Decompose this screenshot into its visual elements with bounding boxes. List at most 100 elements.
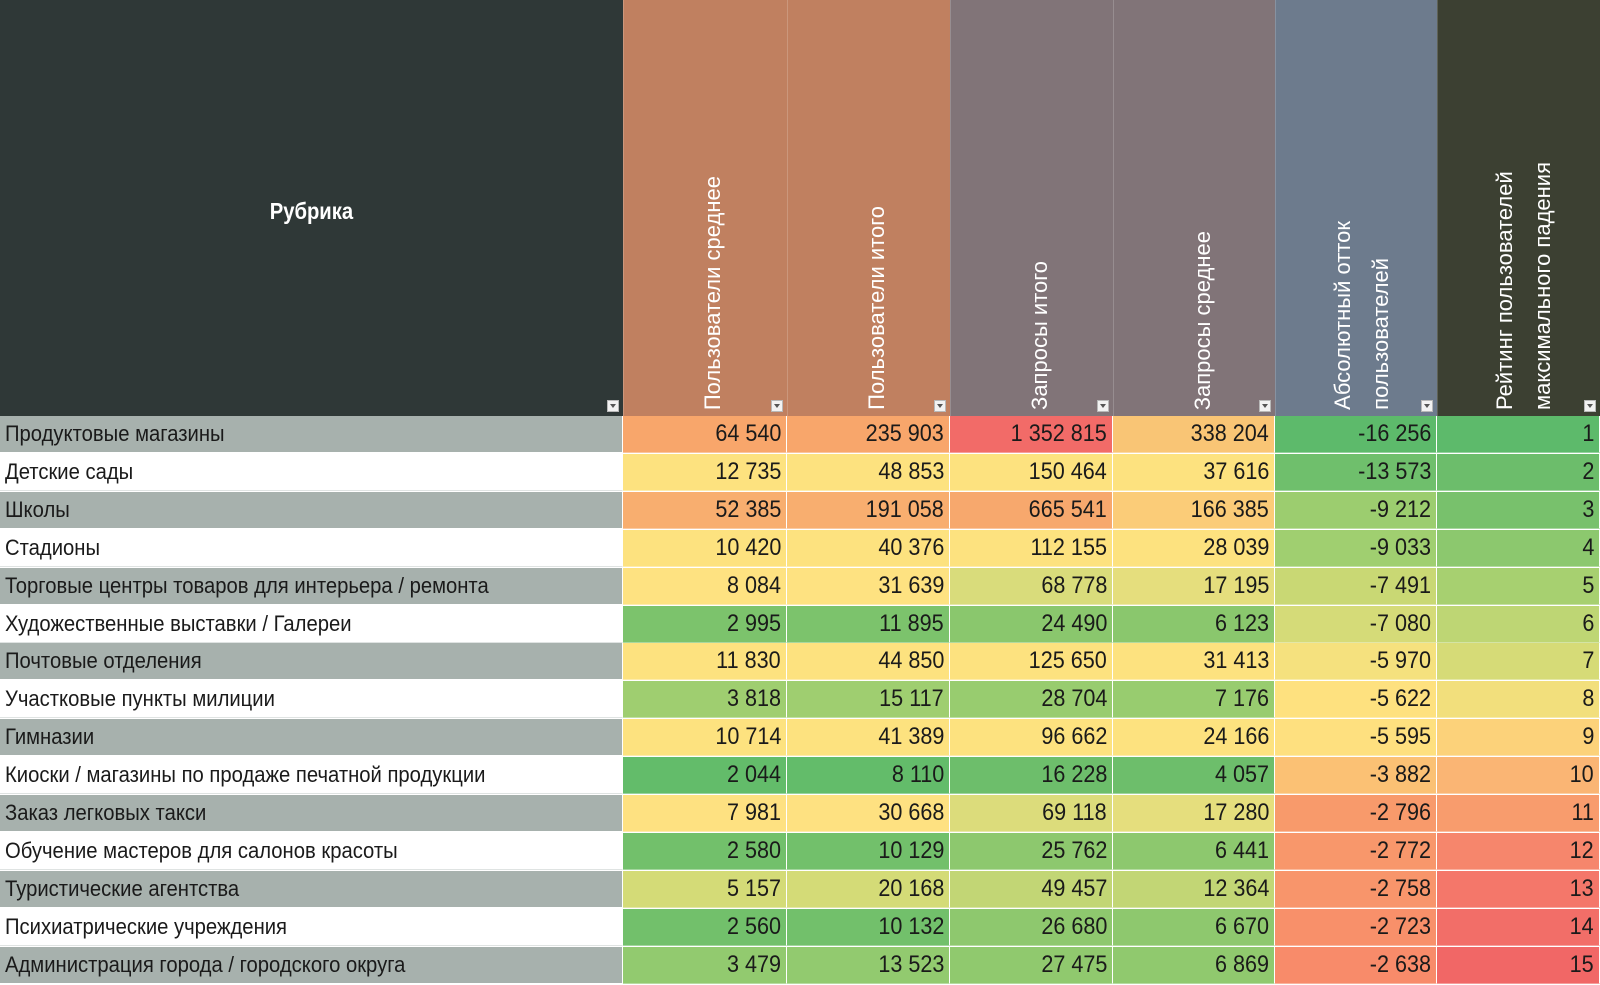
value-cell[interactable]: 68 778 [950, 567, 1113, 605]
value-cell[interactable]: 11 830 [623, 643, 787, 681]
value-cell[interactable]: -7 491 [1275, 567, 1437, 605]
value-cell[interactable]: 2 995 [623, 605, 787, 643]
value-cell[interactable]: -2 796 [1275, 795, 1437, 832]
filter-dropdown-icon[interactable] [1421, 400, 1433, 412]
value-cell[interactable]: -2 638 [1275, 946, 1437, 984]
value-cell[interactable]: 10 129 [787, 832, 950, 870]
filter-dropdown-icon[interactable] [607, 400, 619, 412]
rubrika-cell[interactable]: Стадионы [0, 529, 623, 567]
value-cell[interactable]: 13 [1437, 870, 1600, 908]
filter-dropdown-icon[interactable] [1584, 400, 1596, 412]
value-cell[interactable]: 3 [1437, 491, 1600, 529]
value-cell[interactable]: 24 490 [950, 605, 1113, 643]
value-cell[interactable]: 52 385 [623, 491, 787, 529]
value-cell[interactable]: 25 762 [950, 832, 1113, 870]
value-cell[interactable]: -7 080 [1275, 605, 1437, 643]
value-cell[interactable]: 15 [1437, 946, 1600, 984]
value-cell[interactable]: -9 033 [1275, 529, 1437, 567]
value-cell[interactable]: 69 118 [950, 795, 1113, 832]
value-cell[interactable]: 125 650 [950, 643, 1113, 681]
value-cell[interactable]: 17 195 [1113, 567, 1275, 605]
rubrika-cell[interactable]: Школы [0, 491, 623, 529]
value-cell[interactable]: 13 523 [787, 946, 950, 984]
value-cell[interactable]: 41 389 [787, 719, 950, 757]
value-cell[interactable]: 6 123 [1113, 605, 1275, 643]
rubrika-cell[interactable]: Администрация города / городского округа [0, 946, 623, 984]
value-cell[interactable]: -9 212 [1275, 491, 1437, 529]
value-cell[interactable]: 17 280 [1113, 795, 1275, 832]
value-cell[interactable]: 7 981 [623, 795, 787, 832]
value-cell[interactable]: -5 595 [1275, 719, 1437, 757]
value-cell[interactable]: 11 895 [787, 605, 950, 643]
value-cell[interactable]: 9 [1437, 719, 1600, 757]
value-cell[interactable]: 5 [1437, 567, 1600, 605]
value-cell[interactable]: 4 057 [1113, 757, 1275, 795]
value-cell[interactable]: 191 058 [787, 491, 950, 529]
value-cell[interactable]: 11 [1437, 795, 1600, 832]
value-cell[interactable]: 235 903 [787, 416, 950, 453]
filter-dropdown-icon[interactable] [934, 400, 946, 412]
value-cell[interactable]: 8 110 [787, 757, 950, 795]
value-cell[interactable]: 44 850 [787, 643, 950, 681]
value-cell[interactable]: 14 [1437, 908, 1600, 946]
value-cell[interactable]: 24 166 [1113, 719, 1275, 757]
value-cell[interactable]: 10 132 [787, 908, 950, 946]
value-cell[interactable]: 665 541 [950, 491, 1113, 529]
rubrika-cell[interactable]: Художественные выставки / Галереи [0, 605, 623, 643]
rubrika-cell[interactable]: Почтовые отделения [0, 643, 623, 681]
value-cell[interactable]: 8 084 [623, 567, 787, 605]
value-cell[interactable]: -2 758 [1275, 870, 1437, 908]
filter-dropdown-icon[interactable] [1259, 400, 1271, 412]
value-cell[interactable]: -5 970 [1275, 643, 1437, 681]
value-cell[interactable]: 16 228 [950, 757, 1113, 795]
value-cell[interactable]: -5 622 [1275, 681, 1437, 719]
value-cell[interactable]: 8 [1437, 681, 1600, 719]
value-cell[interactable]: 5 157 [623, 870, 787, 908]
value-cell[interactable]: 10 [1437, 757, 1600, 795]
value-cell[interactable]: 150 464 [950, 453, 1113, 491]
rubrika-cell[interactable]: Детские сады [0, 453, 623, 491]
value-cell[interactable]: 2 580 [623, 832, 787, 870]
value-cell[interactable]: 37 616 [1113, 453, 1275, 491]
value-cell[interactable]: 31 413 [1113, 643, 1275, 681]
value-cell[interactable]: 2 560 [623, 908, 787, 946]
value-cell[interactable]: 1 [1437, 416, 1600, 453]
rubrika-cell[interactable]: Туристические агентства [0, 870, 623, 908]
value-cell[interactable]: 12 735 [623, 453, 787, 491]
rubrika-cell[interactable]: Психиатрические учреждения [0, 908, 623, 946]
rubrika-cell[interactable]: Киоски / магазины по продаже печатной пр… [0, 757, 623, 795]
value-cell[interactable]: 7 176 [1113, 681, 1275, 719]
value-cell[interactable]: 3 818 [623, 681, 787, 719]
value-cell[interactable]: 27 475 [950, 946, 1113, 984]
value-cell[interactable]: 166 385 [1113, 491, 1275, 529]
value-cell[interactable]: -2 723 [1275, 908, 1437, 946]
value-cell[interactable]: 2 044 [623, 757, 787, 795]
value-cell[interactable]: 6 441 [1113, 832, 1275, 870]
rubrika-cell[interactable]: Торговые центры товаров для интерьера / … [0, 567, 623, 605]
value-cell[interactable]: 30 668 [787, 795, 950, 832]
value-cell[interactable]: 1 352 815 [950, 416, 1113, 453]
filter-dropdown-icon[interactable] [1097, 400, 1109, 412]
value-cell[interactable]: 96 662 [950, 719, 1113, 757]
value-cell[interactable]: 28 039 [1113, 529, 1275, 567]
value-cell[interactable]: 4 [1437, 529, 1600, 567]
value-cell[interactable]: 338 204 [1113, 416, 1275, 453]
value-cell[interactable]: -3 882 [1275, 757, 1437, 795]
value-cell[interactable]: 64 540 [623, 416, 787, 453]
value-cell[interactable]: 12 364 [1113, 870, 1275, 908]
rubrika-cell[interactable]: Заказ легковых такси [0, 795, 623, 832]
rubrika-cell[interactable]: Обучение мастеров для салонов красоты [0, 832, 623, 870]
rubrika-cell[interactable]: Участковые пункты милиции [0, 681, 623, 719]
value-cell[interactable]: 10 714 [623, 719, 787, 757]
value-cell[interactable]: 2 [1437, 453, 1600, 491]
value-cell[interactable]: 10 420 [623, 529, 787, 567]
value-cell[interactable]: -13 573 [1275, 453, 1437, 491]
rubrika-cell[interactable]: Гимназии [0, 719, 623, 757]
value-cell[interactable]: 15 117 [787, 681, 950, 719]
rubrika-cell[interactable]: Продуктовые магазины [0, 416, 623, 453]
value-cell[interactable]: 6 [1437, 605, 1600, 643]
value-cell[interactable]: -2 772 [1275, 832, 1437, 870]
filter-dropdown-icon[interactable] [771, 400, 783, 412]
value-cell[interactable]: 12 [1437, 832, 1600, 870]
value-cell[interactable]: 48 853 [787, 453, 950, 491]
